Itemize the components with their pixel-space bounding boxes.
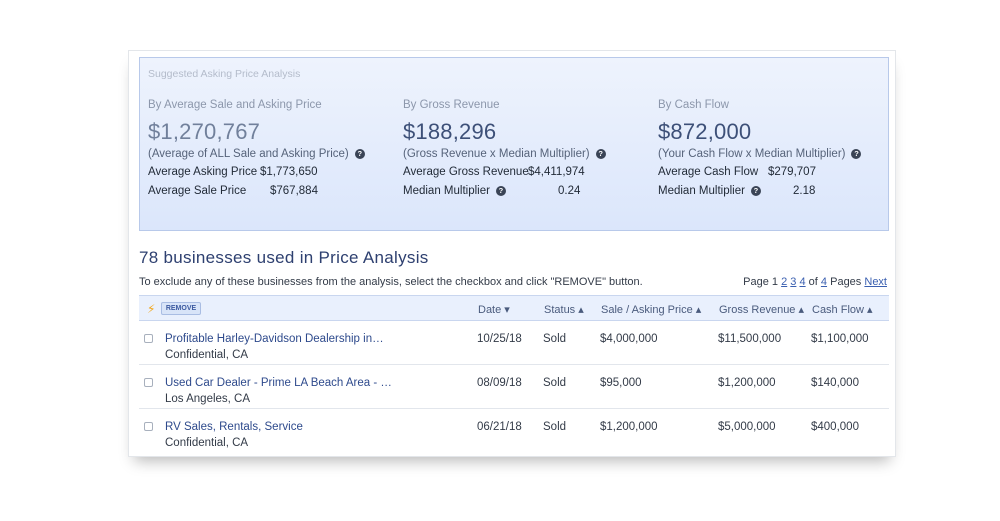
section-title: 78 businesses used in Price Analysis	[139, 248, 429, 267]
note-text: (Average of ALL Sale and Asking Price)	[148, 148, 349, 160]
value-note: (Average of ALL Sale and Asking Price) ?	[148, 148, 388, 160]
pagination: Page 1 2 3 4 of 4 Pages Next	[743, 276, 887, 288]
status-cell: Sold	[543, 333, 567, 345]
sort-price-header[interactable]: Sale / Asking Price ▴	[601, 304, 702, 316]
detail-key: Median Multiplier ?	[658, 185, 761, 197]
page-link-3[interactable]: 3	[790, 276, 797, 288]
detail-value: $4,411,974	[528, 166, 585, 178]
detail-value: $767,884	[270, 185, 318, 197]
sort-revenue-header[interactable]: Gross Revenue ▴	[719, 304, 805, 316]
pages-text: Pages	[830, 276, 862, 288]
status-cell: Sold	[543, 421, 567, 433]
price-analysis-card: Suggested Asking Price Analysis By Avera…	[128, 50, 896, 457]
instructions-text: To exclude any of these businesses from …	[139, 276, 643, 288]
detail-key-text: Median Multiplier	[658, 185, 745, 197]
business-name-link[interactable]: Profitable Harley-Davidson Dealership in…	[165, 333, 384, 345]
remove-button[interactable]: REMOVE	[161, 302, 201, 315]
avg-sale-asking-column: By Average Sale and Asking Price $1,270,…	[148, 99, 388, 198]
price-cell: $4,000,000	[600, 333, 658, 345]
detail-key: Average Gross Revenue	[403, 166, 529, 178]
help-icon[interactable]: ?	[354, 149, 365, 159]
next-page-link[interactable]: Next	[864, 276, 887, 288]
business-location: Los Angeles, CA	[165, 393, 251, 405]
date-cell: 08/09/18	[477, 377, 522, 389]
price-cell: $95,000	[600, 377, 642, 389]
detail-value: 0.24	[558, 185, 581, 197]
sort-cashflow-header[interactable]: Cash Flow ▴	[812, 304, 873, 316]
row-checkbox[interactable]	[144, 422, 153, 431]
revenue-cell: $5,000,000	[718, 421, 776, 433]
detail-value: 2.18	[793, 185, 816, 197]
detail-row: Median Multiplier ? 0.24	[403, 185, 643, 198]
sort-status-header[interactable]: Status ▴	[544, 304, 584, 316]
help-icon[interactable]: ?	[595, 149, 606, 159]
business-location: Confidential, CA	[165, 437, 249, 449]
revenue-cell: $1,200,000	[718, 377, 776, 389]
row-checkbox[interactable]	[144, 378, 153, 387]
note-text: (Gross Revenue x Median Multiplier)	[403, 148, 590, 160]
page-link-2[interactable]: 2	[781, 276, 788, 288]
detail-row: Median Multiplier ? 2.18	[658, 185, 898, 198]
last-page-link[interactable]: 4	[820, 276, 828, 288]
help-icon[interactable]: ?	[851, 149, 862, 159]
column-label: By Cash Flow	[658, 99, 729, 111]
suggested-value: $188,296	[403, 119, 497, 144]
detail-key: Average Cash Flow	[658, 166, 759, 178]
suggested-value: $1,270,767	[148, 119, 261, 144]
detail-row: Average Gross Revenue $4,411,974	[403, 166, 643, 179]
table-row: Used Car Dealer - Prime LA Beach Area - …	[139, 365, 889, 409]
table-header: ⚡ REMOVE Date ▾ Status ▴ Sale / Asking P…	[139, 295, 889, 321]
gross-revenue-column: By Gross Revenue $188,296 (Gross Revenue…	[403, 99, 643, 198]
price-cell: $1,200,000	[600, 421, 658, 433]
detail-key-text: Median Multiplier	[403, 185, 490, 197]
detail-value: $1,773,650	[260, 166, 318, 178]
detail-key: Average Sale Price	[148, 185, 247, 197]
table-row: Profitable Harley-Davidson Dealership in…	[139, 321, 889, 365]
column-label: By Average Sale and Asking Price	[148, 99, 322, 111]
business-location: Confidential, CA	[165, 349, 249, 361]
date-cell: 06/21/18	[477, 421, 522, 433]
status-cell: Sold	[543, 377, 567, 389]
cashflow-cell: $1,100,000	[811, 333, 869, 345]
detail-key: Average Asking Price	[148, 166, 258, 178]
row-checkbox[interactable]	[144, 334, 153, 343]
help-icon[interactable]: ?	[495, 186, 506, 196]
column-label: By Gross Revenue	[403, 99, 500, 111]
of-text: of	[808, 276, 818, 288]
detail-row: Average Cash Flow $279,707	[658, 166, 898, 179]
detail-row: Average Sale Price $767,884	[148, 185, 388, 198]
detail-value: $279,707	[768, 166, 816, 178]
cashflow-cell: $400,000	[811, 421, 859, 433]
value-note: (Your Cash Flow x Median Multiplier) ?	[658, 148, 898, 160]
revenue-cell: $11,500,000	[718, 333, 782, 345]
date-cell: 10/25/18	[477, 333, 522, 345]
business-name-link[interactable]: RV Sales, Rentals, Service	[165, 421, 303, 433]
page-link-4[interactable]: 4	[799, 276, 806, 288]
lightning-icon: ⚡	[147, 302, 156, 316]
suggested-price-panel: Suggested Asking Price Analysis By Avera…	[139, 57, 889, 231]
detail-row: Average Asking Price $1,773,650	[148, 166, 388, 179]
panel-title: Suggested Asking Price Analysis	[148, 68, 301, 80]
cashflow-cell: $140,000	[811, 377, 859, 389]
cash-flow-column: By Cash Flow $872,000 (Your Cash Flow x …	[658, 99, 898, 198]
current-page-text: Page 1	[743, 276, 779, 288]
table-row: RV Sales, Rentals, Service Confidential,…	[139, 409, 889, 453]
help-icon[interactable]: ?	[750, 186, 761, 196]
business-name-link[interactable]: Used Car Dealer - Prime LA Beach Area - …	[165, 377, 392, 389]
value-note: (Gross Revenue x Median Multiplier) ?	[403, 148, 643, 160]
note-text: (Your Cash Flow x Median Multiplier)	[658, 148, 846, 160]
sort-date-header[interactable]: Date ▾	[478, 304, 510, 316]
suggested-value: $872,000	[658, 119, 752, 144]
detail-key: Median Multiplier ?	[403, 185, 506, 197]
